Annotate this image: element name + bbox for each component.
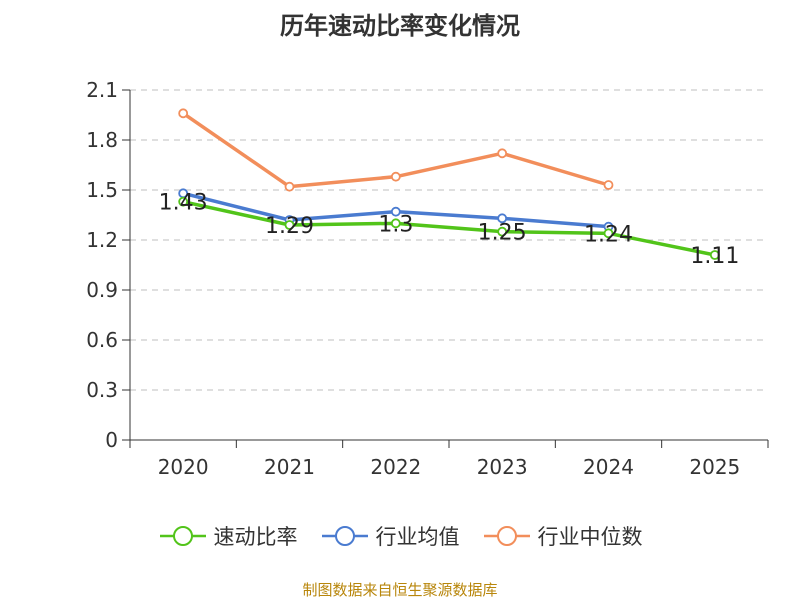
x-tick-label: 2024 xyxy=(583,455,634,479)
legend-label: 速动比率 xyxy=(213,525,298,549)
data-point xyxy=(390,218,401,229)
legend-circle xyxy=(172,526,193,546)
x-tick-label: 2023 xyxy=(477,455,528,479)
data-point xyxy=(178,108,189,119)
y-tick-label: 0.3 xyxy=(86,378,118,402)
data-point xyxy=(497,226,508,237)
legend-circle xyxy=(496,526,517,546)
y-tick-label: 0.6 xyxy=(86,328,118,352)
data-point xyxy=(178,196,189,207)
y-tick-label: 2.1 xyxy=(86,78,118,102)
data-point xyxy=(603,180,614,190)
x-tick-label: 2020 xyxy=(158,455,209,479)
y-tick-label: 0 xyxy=(105,428,118,452)
data-point xyxy=(390,206,401,217)
legend-item[interactable]: 速动比率 xyxy=(158,521,298,551)
data-label: 1.25 xyxy=(478,221,527,246)
data-point xyxy=(497,148,508,159)
data-label: 1.11 xyxy=(690,244,739,269)
legend-marker-icon xyxy=(321,526,368,546)
legend-label: 行业中位数 xyxy=(537,525,643,549)
data-point xyxy=(284,220,295,230)
data-point xyxy=(709,250,720,260)
data-point xyxy=(390,171,401,182)
legend-label: 行业均值 xyxy=(375,525,460,549)
y-tick-label: 1.5 xyxy=(86,178,118,202)
legend-circle xyxy=(334,526,355,546)
legend-item[interactable]: 行业均值 xyxy=(320,521,460,551)
y-tick-label: 0.9 xyxy=(86,278,118,302)
x-tick-label: 2022 xyxy=(370,455,421,479)
grid-layer xyxy=(130,89,768,391)
x-tick-label: 2025 xyxy=(689,455,740,479)
series-line xyxy=(182,199,716,257)
data-label: 1.43 xyxy=(159,191,208,216)
legend: 速动比率 行业均值 行业中位数 xyxy=(0,518,800,554)
chart-title: 历年速动比率变化情况 xyxy=(280,12,520,40)
data-label: 1.3 xyxy=(378,212,413,237)
data-label: 1.29 xyxy=(265,214,314,239)
data-label: 1.24 xyxy=(584,222,633,247)
data-point xyxy=(284,181,295,192)
legend-marker-icon xyxy=(483,526,530,546)
source-note: 制图数据来自恒生聚源数据库 xyxy=(302,581,498,599)
data-label-layer: 1.43 1.29 1.3 1.25 1.24 1.11 xyxy=(159,191,740,269)
axis-layer: 0 0.3 0.6 0.9 1.2 1.5 1.8 2.1 2020 2021 2022 2023 20… xyxy=(86,78,769,479)
series-layer xyxy=(178,108,720,260)
legend-item[interactable]: 行业中位数 xyxy=(482,521,643,551)
y-tick-label: 1.8 xyxy=(86,128,118,152)
data-point xyxy=(497,213,508,224)
data-point xyxy=(603,228,614,239)
x-tick-label: 2021 xyxy=(264,455,315,479)
legend-marker-icon xyxy=(159,526,206,546)
y-tick-label: 1.2 xyxy=(86,228,118,252)
